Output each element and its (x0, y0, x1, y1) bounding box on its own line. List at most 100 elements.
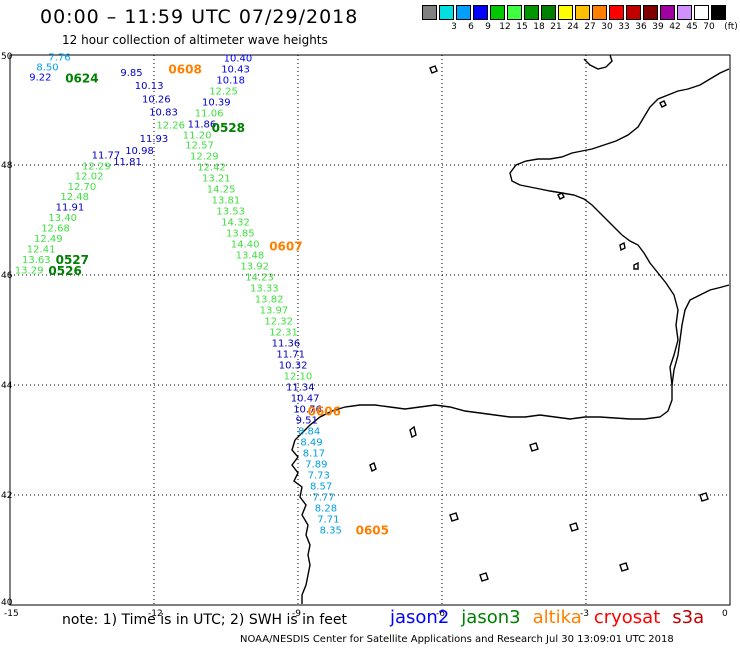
island-4 (633, 261, 639, 270)
scale-swatch (711, 5, 726, 20)
wave-height-value: 10.40 (224, 54, 253, 65)
wave-height-value: 13.21 (202, 174, 231, 185)
pass-time-label: 0607 (269, 239, 302, 253)
wave-height-value: 12.31 (269, 328, 298, 339)
wave-height-value: 11.91 (56, 203, 85, 214)
lake-4 (619, 562, 629, 572)
lake-3 (569, 522, 579, 532)
wave-height-value: 8.49 (300, 438, 322, 449)
wave-height-value: 14.32 (221, 218, 250, 229)
scale-label: 39 (652, 22, 664, 32)
wave-height-value: 11.93 (140, 134, 169, 145)
wave-height-value: 13.82 (255, 295, 284, 306)
wave-height-value: 12.29 (190, 152, 219, 163)
pass-time-label: 0528 (212, 121, 245, 135)
wave-height-value: 14.40 (231, 240, 260, 251)
scale-swatch (541, 5, 556, 20)
lake-5 (409, 425, 417, 439)
lake-1 (449, 512, 459, 522)
scale-label: 21 (550, 22, 562, 32)
lon-label: -6 (436, 609, 445, 619)
wave-height-value: 14.23 (245, 273, 274, 284)
wave-height-value: 12.26 (156, 121, 185, 132)
wave-height-value: 7.89 (305, 460, 327, 471)
lon-label: -9 (292, 609, 301, 619)
wave-height-value: 12.10 (284, 372, 313, 383)
scale-label: 36 (635, 22, 647, 32)
altimeter-tracks: 7.768.509.2211.7712.2912.0212.7012.4811.… (15, 53, 342, 537)
wave-height-value: 12.02 (75, 171, 104, 182)
wave-height-value: 13.29 (15, 265, 44, 276)
scale-label: 15 (516, 22, 528, 32)
satellite-legend-s3a: s3a (672, 607, 705, 628)
wave-height-value: 10.18 (216, 76, 245, 87)
lat-label: 46 (1, 271, 13, 281)
wave-height-value: 11.81 (113, 157, 142, 168)
scale-swatch (422, 5, 437, 20)
satellite-legend-altika: altika (532, 607, 582, 628)
lon-label: -12 (148, 609, 163, 619)
wave-height-value: 13.81 (212, 196, 241, 207)
scale-label: 30 (601, 22, 613, 32)
scale-swatch (558, 5, 573, 20)
scale-unit: (ft) (724, 22, 738, 32)
wave-height-value: 7.71 (317, 515, 339, 526)
wave-height-value: 13.40 (48, 213, 77, 224)
wave-height-value: 10.83 (149, 108, 178, 119)
wave-height-value: 12.29 (82, 161, 111, 172)
lon-label: 0 (722, 609, 728, 619)
wave-height-value: 11.06 (195, 109, 224, 120)
satellite-legend-jason3: jason3 (461, 607, 521, 628)
color-scale-legend: 3 6 9 12 15 18 21 24 27 30 33 36 39 42 45 70 (ft) (422, 5, 738, 37)
scale-swatch (575, 5, 590, 20)
scale-swatch (524, 5, 539, 20)
page-title: 00:00 – 11:59 UTC 07/29/2018 (40, 6, 359, 28)
scale-label: 70 (703, 22, 715, 32)
wave-height-value: 8.17 (303, 449, 325, 460)
scale-swatch (677, 5, 692, 20)
wave-height-value: 13.33 (250, 284, 279, 295)
pass-time-label: 0624 (65, 72, 98, 86)
island-3 (619, 241, 626, 252)
scale-label: 27 (584, 22, 596, 32)
scale-label: 9 (485, 22, 491, 32)
wave-height-value: 12.42 (197, 163, 226, 174)
scale-swatch (490, 5, 505, 20)
wave-height-value: 11.86 (188, 120, 217, 131)
lat-label: 50 (1, 52, 13, 62)
wave-height-value: 8.28 (315, 504, 337, 515)
wave-height-value: 7.77 (312, 493, 334, 504)
scale-label: 6 (468, 22, 474, 32)
wave-height-value: 10.13 (135, 81, 164, 92)
wave-height-value: 10.43 (221, 65, 250, 76)
scale-swatch (592, 5, 607, 20)
wave-height-value: 12.70 (68, 182, 97, 193)
scale-swatch (626, 5, 641, 20)
pass-time-label: 0526 (48, 264, 81, 278)
lat-label: 42 (1, 491, 12, 501)
coastline-iberia (294, 284, 730, 441)
pass-time-label: 0605 (356, 524, 389, 538)
scale-label: 45 (686, 22, 698, 32)
lat-label: 44 (1, 381, 13, 391)
wave-height-value: 13.97 (260, 306, 289, 317)
wave-height-value: 11.77 (92, 150, 121, 161)
wave-height-value: 11.34 (286, 383, 315, 394)
island-5 (429, 65, 438, 74)
wave-height-value: 8.84 (298, 427, 320, 438)
wave-height-value: 12.48 (60, 192, 89, 203)
scale-swatch (609, 5, 624, 20)
scale-swatch (643, 5, 658, 20)
wave-height-value: 13.53 (216, 207, 245, 218)
wave-height-value: 12.25 (209, 87, 238, 98)
scale-swatch (507, 5, 522, 20)
lat-label: 48 (1, 161, 13, 171)
wave-height-value: 11.71 (276, 350, 305, 361)
wave-height-value: 12.68 (41, 224, 70, 235)
pass-time-label: 0608 (168, 63, 201, 77)
wave-height-value: 10.47 (291, 394, 320, 405)
wave-height-value: 12.41 (27, 244, 56, 255)
wave-height-value: 13.63 (22, 255, 51, 266)
wave-height-value: 11.36 (272, 339, 301, 350)
